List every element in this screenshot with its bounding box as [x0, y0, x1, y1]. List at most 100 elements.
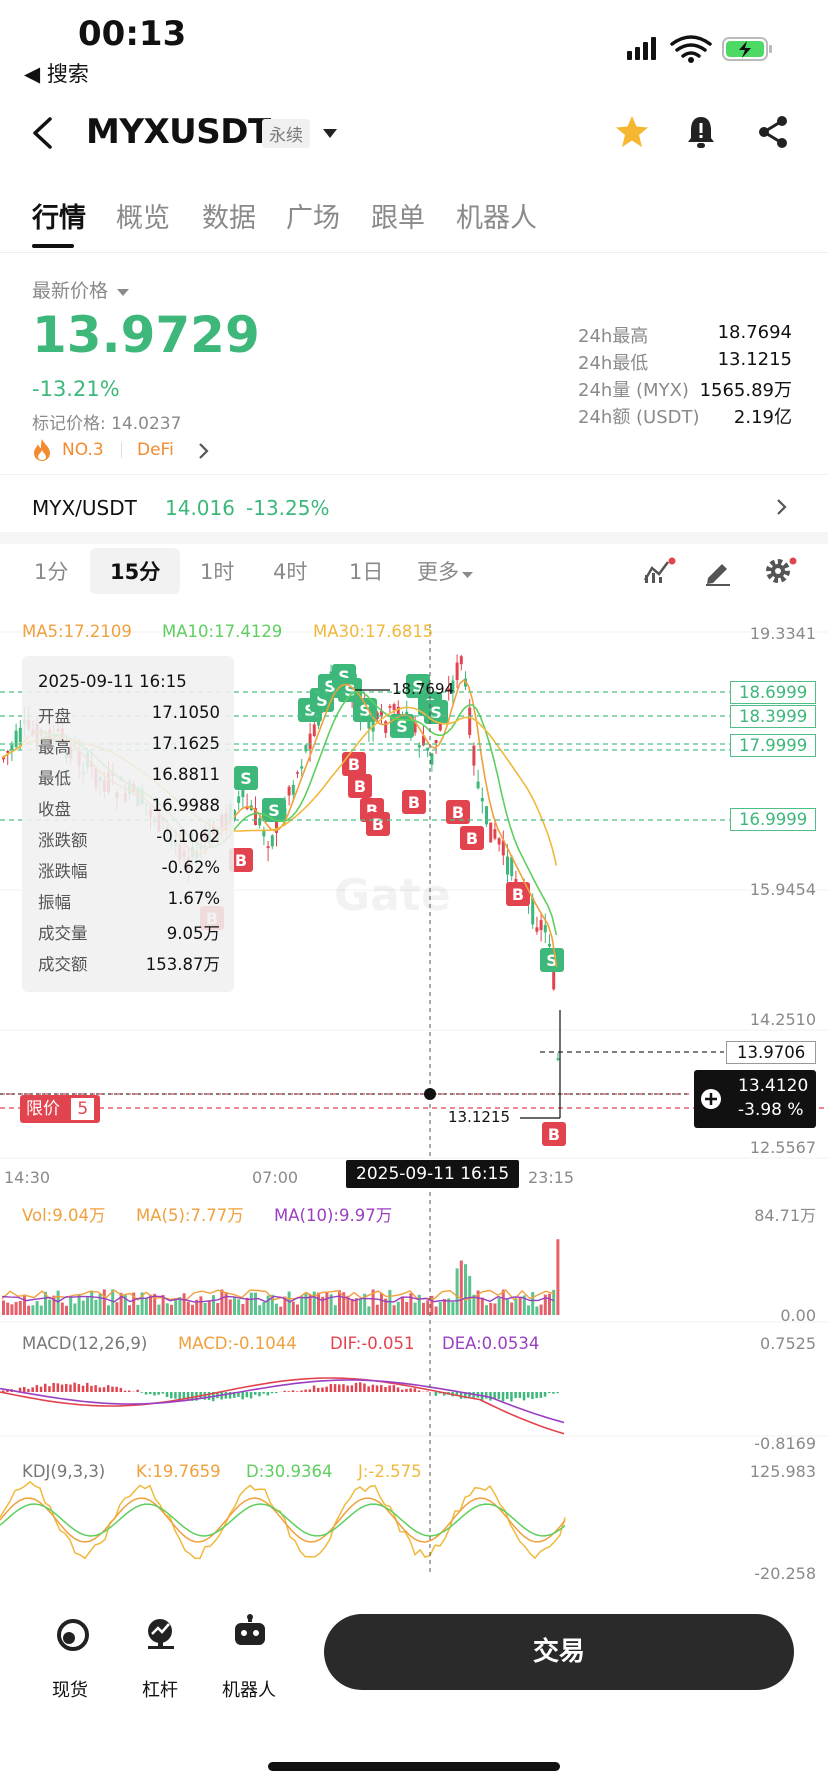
volume-bar: [493, 1303, 497, 1315]
macd-histogram-bar: [18, 1387, 22, 1392]
candle-body: [493, 829, 497, 839]
order-tag[interactable]: 16.9999: [730, 808, 817, 831]
tab-copy-trade[interactable]: 跟单: [371, 203, 425, 234]
candle-body: [489, 822, 493, 843]
status-bar: 00:13 ◀ 搜索: [0, 0, 828, 100]
marker-letter: S: [412, 677, 424, 696]
volume-bar: [186, 1301, 190, 1315]
tab-square[interactable]: 广场: [286, 203, 340, 234]
volume-bar: [212, 1295, 215, 1315]
order-tag[interactable]: 17.9999: [730, 734, 817, 757]
macd-histogram-bar: [283, 1390, 286, 1392]
candle-body: [375, 712, 379, 720]
marker-box: [348, 774, 372, 798]
volume-bar: [233, 1296, 236, 1315]
kdj-k-legend: K:19.7659: [136, 1462, 221, 1481]
interval-1h[interactable]: 1时: [200, 560, 235, 584]
last-price: 13.9729: [32, 306, 260, 364]
macd-histogram-bar: [73, 1382, 76, 1392]
marker-box: [229, 848, 253, 872]
macd-histogram-bar: [128, 1390, 131, 1392]
pair-title[interactable]: MYXUSDT: [86, 112, 271, 152]
volume-bar: [472, 1294, 476, 1315]
candle-body: [6, 750, 10, 753]
candle-body: [392, 704, 396, 711]
tab-overview[interactable]: 概览: [116, 203, 170, 234]
tab-bots[interactable]: 机器人: [456, 203, 537, 234]
tab-market[interactable]: 行情: [32, 203, 86, 234]
volume-bar: [60, 1302, 64, 1315]
interval-15m[interactable]: 15分: [90, 548, 181, 594]
candle-body: [396, 706, 400, 722]
volume-bar: [266, 1295, 270, 1315]
volume-bar: [346, 1295, 350, 1315]
chevron-right-icon[interactable]: [776, 498, 788, 516]
marker-letter: S: [268, 801, 280, 820]
tab-data[interactable]: 数据: [202, 203, 256, 234]
volume-bar: [237, 1299, 241, 1315]
macd-histogram-bar: [312, 1385, 316, 1392]
order-tag[interactable]: 18.3999: [730, 705, 817, 728]
macd-axis-label: 0.7525: [760, 1334, 816, 1353]
nav-spot[interactable]: 现货: [52, 1680, 88, 1701]
buy-marker: B: [506, 882, 530, 906]
share-icon[interactable]: [756, 114, 790, 150]
interval-1d[interactable]: 1日: [349, 560, 384, 584]
macd-histogram-bar: [375, 1385, 379, 1392]
macd-histogram-bar: [98, 1387, 102, 1392]
candle-body: [380, 710, 383, 717]
macd-histogram-bar: [409, 1388, 412, 1392]
interval-1m[interactable]: 1分: [34, 560, 69, 584]
rank-badge[interactable]: NO.3: [62, 440, 104, 460]
back-to-search[interactable]: ◀ 搜索: [24, 62, 89, 86]
draw-tool-icon[interactable]: [704, 558, 734, 586]
volume-bar: [31, 1305, 35, 1315]
margin-icon[interactable]: [144, 1616, 180, 1652]
sector-badge[interactable]: DeFi: [137, 440, 174, 460]
macd-histogram-bar: [338, 1384, 341, 1392]
chevron-down-icon: [117, 289, 130, 296]
volume-bar: [216, 1303, 220, 1315]
kdj-axis-label: -20.258: [754, 1564, 816, 1583]
robot-icon[interactable]: [232, 1614, 268, 1650]
marker-box: [234, 766, 258, 790]
volume-bar: [304, 1293, 308, 1315]
macd-histogram-bar: [548, 1392, 551, 1394]
spot-icon[interactable]: [56, 1618, 90, 1652]
candle-body: [233, 810, 236, 820]
macd-histogram-bar: [539, 1392, 543, 1398]
volume-bar: [388, 1289, 392, 1315]
chevron-right-icon[interactable]: [198, 442, 210, 460]
volume-bar: [501, 1289, 505, 1315]
nav-bots[interactable]: 机器人: [222, 1680, 276, 1701]
favorite-star-icon[interactable]: [614, 114, 650, 150]
interval-more[interactable]: 更多: [417, 556, 473, 586]
macd-dif-legend: DIF:-0.051: [330, 1334, 415, 1353]
indicators-icon[interactable]: [642, 556, 676, 586]
high-marker: 18.7694: [392, 680, 455, 698]
volume-bar: [241, 1303, 245, 1315]
add-order-plus-icon[interactable]: [700, 1088, 722, 1110]
volume-bar: [497, 1297, 501, 1315]
price-alert-bell-icon[interactable]: [686, 114, 716, 150]
nav-margin[interactable]: 杠杆: [142, 1680, 178, 1701]
crosshair-price-tag[interactable]: 13.4120 -3.98 %: [694, 1070, 816, 1128]
order-tag[interactable]: 18.6999: [730, 681, 817, 704]
stat-high: 24h最高 18.7694: [578, 322, 792, 347]
pair-dropdown-icon[interactable]: [322, 127, 338, 139]
candle-body: [426, 747, 430, 751]
interval-4h[interactable]: 4时: [273, 560, 308, 584]
volume-ma10-line: [1, 1295, 555, 1303]
limit-order-label[interactable]: 限价 5: [20, 1095, 101, 1123]
chart-settings-gear-icon[interactable]: [764, 556, 798, 586]
trade-button[interactable]: 交易: [324, 1614, 794, 1690]
macd-histogram-bar: [186, 1392, 190, 1400]
chart-canvas: SSBBSSSSSSBBBBSSSSBBBBSB: [0, 624, 828, 1575]
volume-bar: [48, 1299, 52, 1315]
spot-pair[interactable]: MYX/USDT: [32, 496, 137, 520]
latest-price-label[interactable]: 最新价格: [32, 276, 130, 303]
back-arrow-icon[interactable]: [30, 116, 54, 150]
kline-chart[interactable]: SSBBSSSSSSBBBBSSSSBBBBSB MA5:17.2109 MA1…: [0, 610, 828, 1590]
ma10-legend: MA10:17.4129: [162, 622, 283, 641]
macd-histogram-bar: [396, 1387, 400, 1392]
